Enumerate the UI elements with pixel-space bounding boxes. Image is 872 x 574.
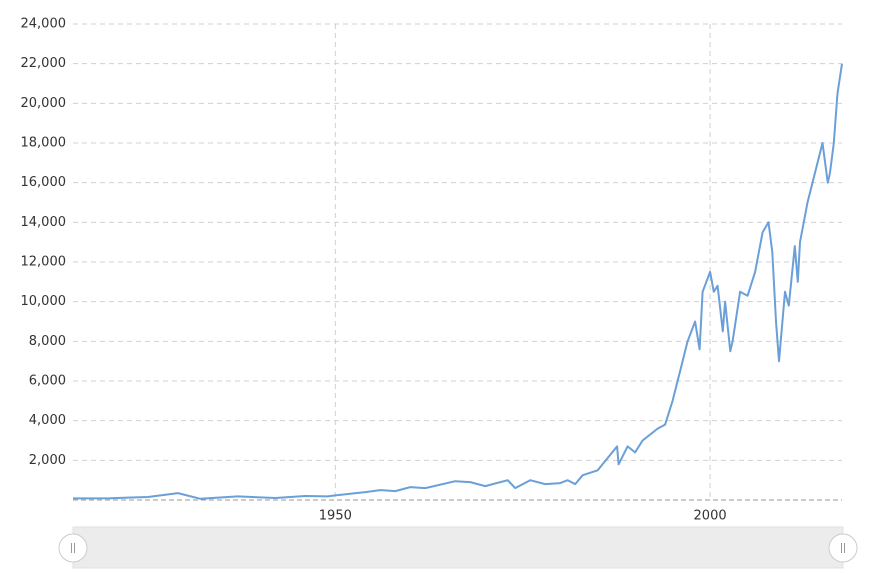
navigator-handle[interactable] (58, 533, 88, 563)
y-tick-label: 18,000 (21, 136, 67, 151)
navigator[interactable] (72, 526, 844, 569)
y-tick-label: 24,000 (21, 17, 67, 32)
y-tick-label: 8,000 (29, 334, 66, 349)
y-tick-label: 14,000 (21, 215, 67, 230)
y-tick-label: 16,000 (21, 175, 67, 190)
x-tick-label: 2000 (694, 509, 727, 524)
x-tick-label: 1950 (319, 509, 352, 524)
y-tick-label: 22,000 (21, 56, 67, 71)
y-tick-label: 12,000 (21, 255, 67, 270)
y-tick-label: 4,000 (29, 413, 66, 428)
y-tick-label: 20,000 (21, 96, 67, 111)
navigator-handle[interactable] (828, 533, 858, 563)
line (72, 63, 843, 500)
y-tick-label: 10,000 (21, 294, 67, 309)
y-tick-label: 6,000 (29, 374, 66, 389)
y-tick-label: 2,000 (29, 453, 66, 468)
